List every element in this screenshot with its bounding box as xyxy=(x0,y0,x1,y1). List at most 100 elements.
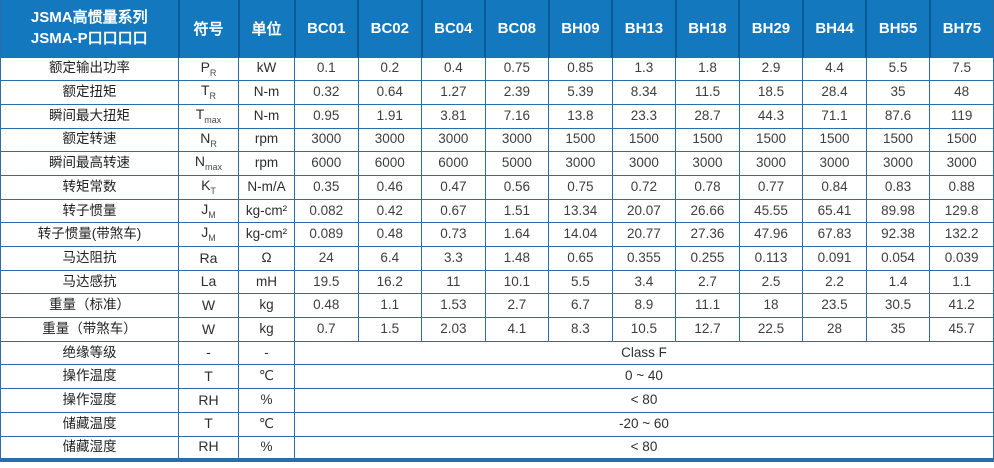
value-cell: 19.5 xyxy=(294,269,359,295)
value-cell: 1.27 xyxy=(421,80,486,105)
value-cell: 3.4 xyxy=(611,269,677,295)
value-cell: 3000 xyxy=(611,151,677,176)
value-cell: 35 xyxy=(865,80,931,105)
row-symbol: RH xyxy=(178,388,239,413)
value-cell: 23.3 xyxy=(611,103,677,129)
value-cell: 132.2 xyxy=(929,222,994,247)
row-unit: kg xyxy=(238,317,295,342)
value-cell: 2.03 xyxy=(421,317,486,342)
value-cell: 30.5 xyxy=(865,293,931,319)
row-label: 马达感抗 xyxy=(0,269,179,295)
value-cell: 0.091 xyxy=(802,246,867,271)
value-cell: 18 xyxy=(738,293,804,319)
row-label: 额定转速 xyxy=(0,127,179,153)
value-cell: 3.81 xyxy=(421,103,486,129)
value-cell: 11.5 xyxy=(675,80,740,105)
value-cell: 1500 xyxy=(611,127,677,153)
value-cell: 0.054 xyxy=(865,246,931,271)
value-cell: 11.1 xyxy=(675,293,740,319)
column-header-bh75: BH75 xyxy=(928,0,994,57)
value-cell: 10.5 xyxy=(611,317,677,342)
row-unit: % xyxy=(238,435,295,461)
table-row: 储藏湿度 RH% < 80 xyxy=(0,435,994,461)
row-unit: ℃ xyxy=(238,411,295,437)
table-row: 马达感抗 La mH 19.5 16.2 11 10.1 5.5 3.4 2.7 2.5 2.2 1.4… xyxy=(0,269,994,295)
value-cell: 5.39 xyxy=(548,80,613,105)
value-cell: 0.039 xyxy=(929,246,994,271)
value-cell: 14.04 xyxy=(548,222,613,247)
value-cell: 6000 xyxy=(294,151,359,176)
column-header-bc01: BC01 xyxy=(293,0,359,57)
value-cell: 89.98 xyxy=(865,198,931,224)
value-cell: 6.4 xyxy=(357,246,423,271)
value-cell: 0.7 xyxy=(294,317,359,342)
value-cell: 0.85 xyxy=(548,56,613,82)
value-cell: 0.95 xyxy=(294,103,359,129)
value-cell: 3000 xyxy=(802,151,867,176)
value-cell: 1.1 xyxy=(929,269,994,295)
row-unit: rpm xyxy=(238,127,295,153)
row-label: 转子惯量 xyxy=(0,198,179,224)
row-symbol: Tmax xyxy=(178,103,239,129)
value-cell: 92.38 xyxy=(865,222,931,247)
row-symbol: T xyxy=(178,411,239,437)
value-cell: 3000 xyxy=(865,151,931,176)
column-header-bh09: BH09 xyxy=(547,0,613,57)
value-cell: 119 xyxy=(929,103,994,129)
row-label: 额定输出功率 xyxy=(0,56,179,82)
row-unit: kg-cm² xyxy=(238,198,295,224)
column-header-bc04: BC04 xyxy=(420,0,486,57)
value-cell: 0.089 xyxy=(294,222,359,247)
table-row: 马达阻抗 Ra Ω 24 6.4 3.3 1.48 0.65 0.355 0.255 0.113 0.… xyxy=(0,246,994,271)
value-cell: 3000 xyxy=(421,127,486,153)
value-cell: 45.55 xyxy=(738,198,804,224)
row-symbol: NR xyxy=(178,127,239,153)
value-cell: 48 xyxy=(929,80,994,105)
row-label: 转矩常数 xyxy=(0,174,179,200)
row-unit: kW xyxy=(238,56,295,82)
row-label: 操作湿度 xyxy=(0,388,179,413)
value-cell: 2.39 xyxy=(484,80,550,105)
row-symbol: PR xyxy=(178,56,239,82)
symbol-column-header: 符号 xyxy=(177,0,239,57)
value-cell: 27.36 xyxy=(675,222,740,247)
value-cell: 0.48 xyxy=(357,222,423,247)
span-value-cell: < 80 xyxy=(294,435,994,461)
row-symbol: Ra xyxy=(178,246,239,271)
table-row: 转子惯量(带煞车) JM kg-cm² 0.089 0.48 0.73 1.64 14.04 2… xyxy=(0,222,994,247)
row-label: 操作温度 xyxy=(0,364,179,390)
table-row: 瞬间最高转速 Nmax rpm 6000 6000 6000 5000 3000 3000 300… xyxy=(0,151,994,176)
value-cell: 1.8 xyxy=(675,56,740,82)
column-header-bc08: BC08 xyxy=(484,0,549,57)
table-row: 操作湿度 RH% < 80 xyxy=(0,388,994,413)
value-cell: 18.5 xyxy=(738,80,804,105)
value-cell: 67.83 xyxy=(802,222,867,247)
value-cell: 1.4 xyxy=(865,269,931,295)
value-cell: 1500 xyxy=(738,127,804,153)
row-unit: N-m/A xyxy=(238,174,295,200)
value-cell: 5.5 xyxy=(548,269,613,295)
value-cell: 45.7 xyxy=(929,317,994,342)
value-cell: 0.2 xyxy=(357,56,423,82)
value-cell: 28 xyxy=(802,317,867,342)
value-cell: 1.1 xyxy=(357,293,423,319)
series-title-line2: JSMA-P口口口口 xyxy=(30,30,148,48)
row-unit: N-m xyxy=(238,80,295,105)
value-cell: 1.64 xyxy=(484,222,550,247)
value-cell: 3000 xyxy=(357,127,423,153)
value-cell: 8.34 xyxy=(611,80,677,105)
value-cell: 7.16 xyxy=(484,103,550,129)
value-cell: 1500 xyxy=(548,127,613,153)
row-unit: - xyxy=(238,340,295,366)
value-cell: 0.65 xyxy=(548,246,613,271)
table-row: 转子惯量 JM kg-cm² 0.082 0.42 0.67 1.51 13.34 20.07 2… xyxy=(0,198,994,224)
spec-table-head: JSMA高惯量系列 JSMA-P口口口口 符号 单位 BC01 BC02 BC04 B… xyxy=(0,0,994,57)
table-title-cell: JSMA高惯量系列 JSMA-P口口口口 xyxy=(0,0,179,57)
row-label: 瞬间最高转速 xyxy=(0,151,179,176)
value-cell: 0.4 xyxy=(421,56,486,82)
value-cell: 0.42 xyxy=(357,198,423,224)
value-cell: 6000 xyxy=(357,151,423,176)
value-cell: 20.77 xyxy=(611,222,677,247)
value-cell: 22.5 xyxy=(738,317,804,342)
value-cell: 3000 xyxy=(294,127,359,153)
